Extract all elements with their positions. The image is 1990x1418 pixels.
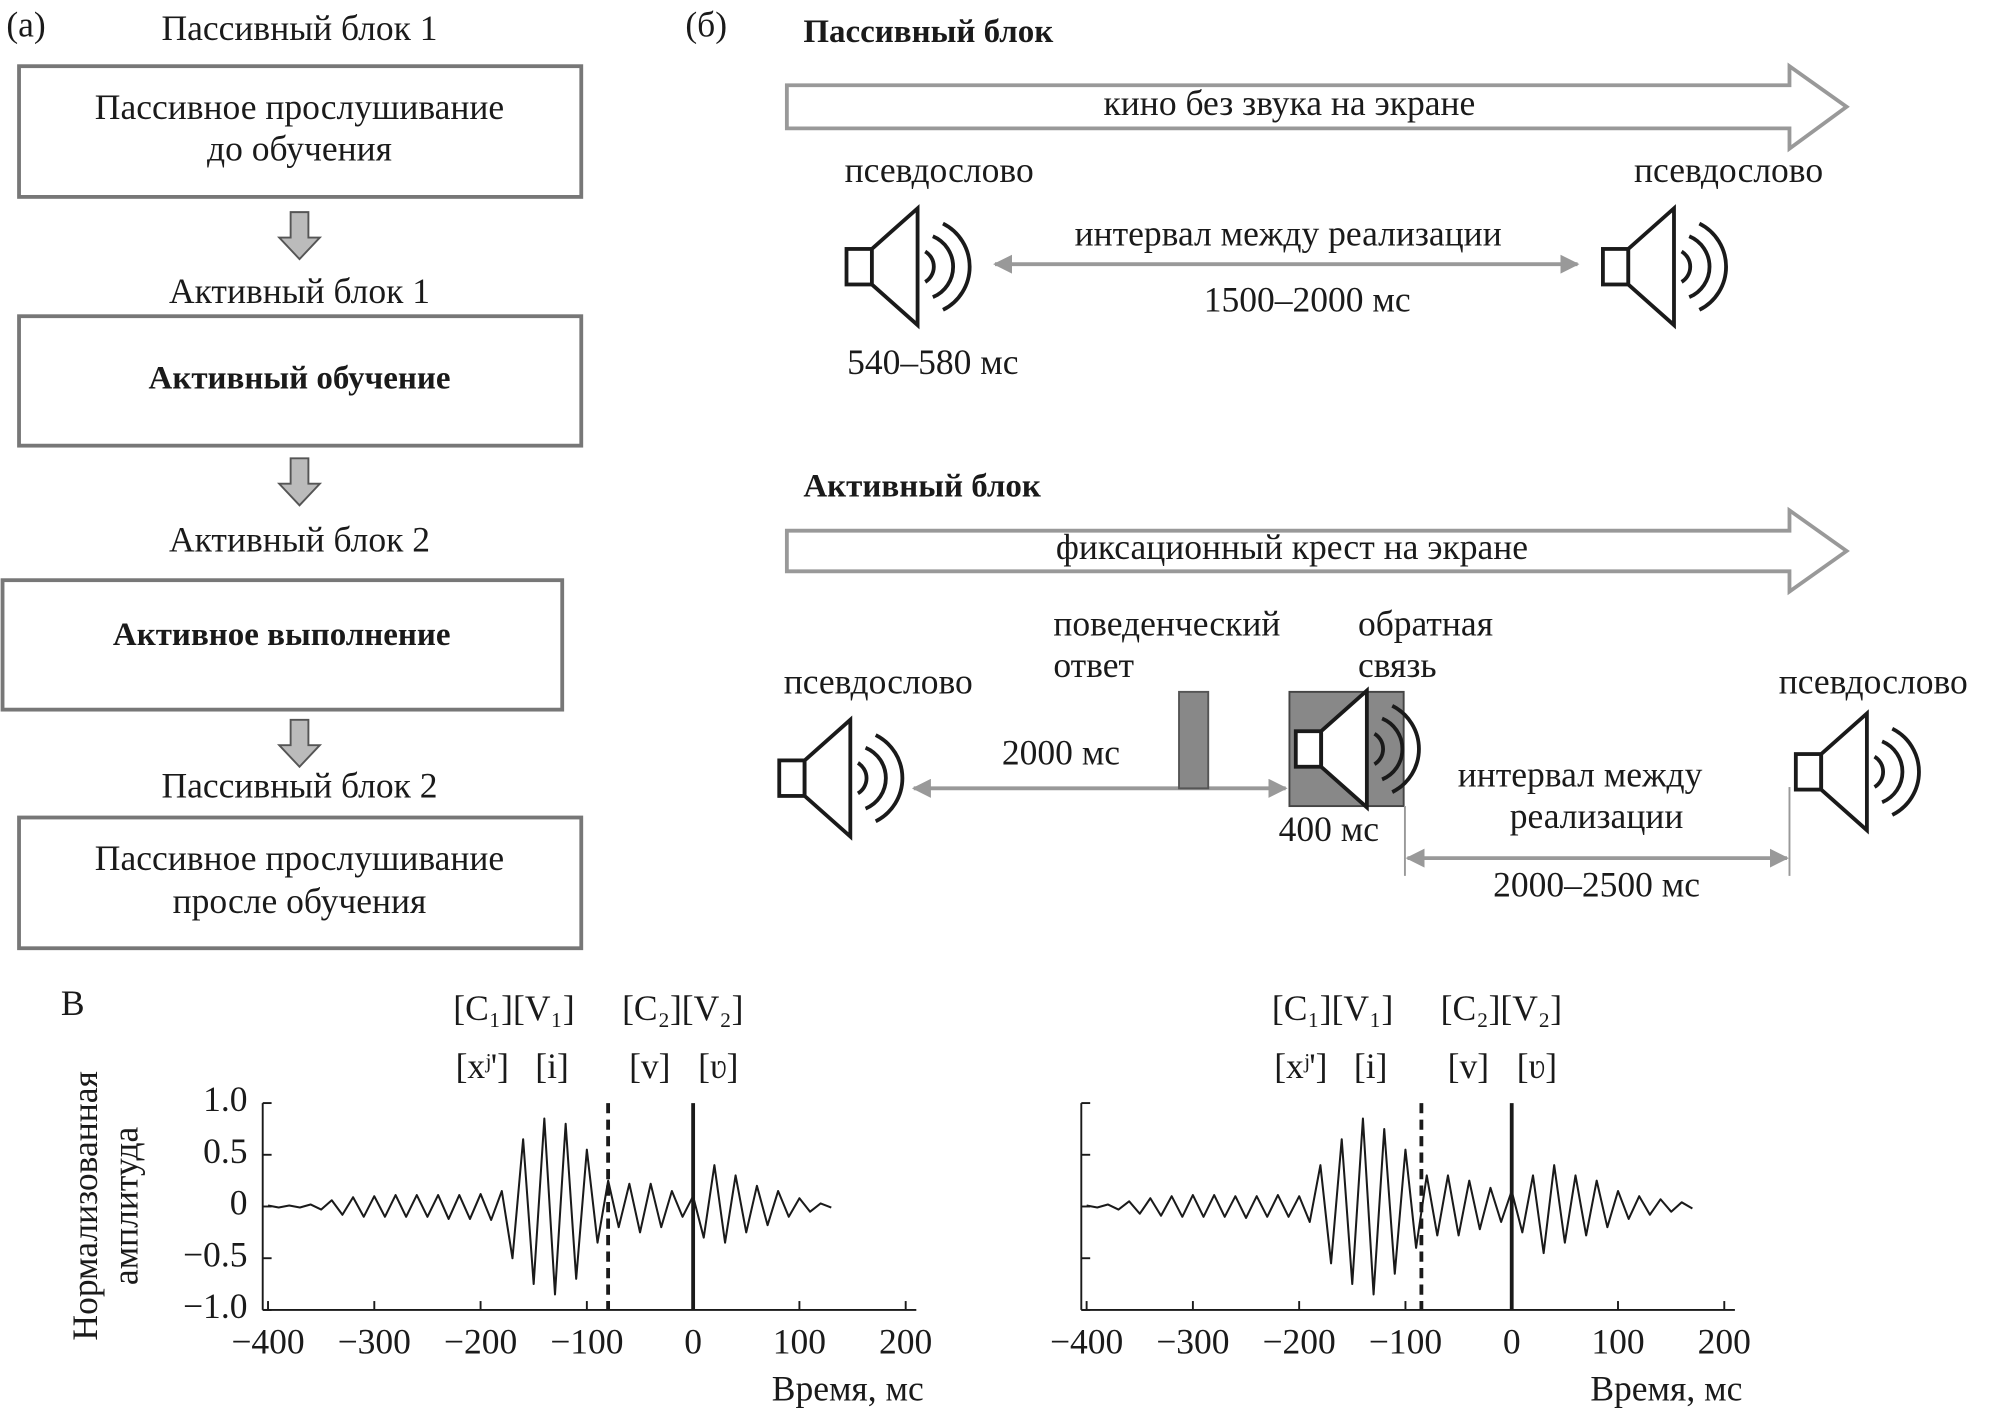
panel-label: (а) bbox=[6, 4, 45, 44]
y-tick-label: −1.0 bbox=[183, 1286, 247, 1326]
speaker-icon bbox=[1793, 711, 1921, 833]
interval-duration: 2000–2500 мс bbox=[1493, 865, 1700, 905]
speaker-icon bbox=[1601, 206, 1728, 327]
panel-label: (б) bbox=[685, 4, 727, 44]
step-box bbox=[17, 815, 584, 951]
x-tick-label: 0 bbox=[684, 1322, 702, 1362]
screen-arrow bbox=[784, 506, 1850, 596]
speaker-icon bbox=[844, 206, 972, 327]
step-box bbox=[17, 314, 584, 448]
speaker-icon bbox=[777, 717, 905, 839]
step-text: Активный обучение bbox=[149, 361, 451, 397]
x-tick-label: 100 bbox=[1591, 1322, 1644, 1362]
step-box bbox=[0, 578, 565, 712]
panel-label: В bbox=[61, 983, 85, 1023]
step-title: Активный блок 2 bbox=[169, 520, 430, 560]
response-bar bbox=[1178, 690, 1210, 790]
phoneme-label: [ʋ] bbox=[1517, 1046, 1557, 1086]
x-tick-label: −200 bbox=[1263, 1322, 1336, 1362]
phoneme-label: [C₂][V₂] bbox=[1441, 988, 1562, 1028]
down-arrow bbox=[277, 211, 323, 261]
x-axis-label: Время, мс bbox=[772, 1369, 924, 1409]
screen-text: кино без звука на экране bbox=[1104, 83, 1476, 123]
step-box bbox=[17, 64, 584, 199]
step-title: Пассивный блок 2 bbox=[161, 766, 437, 806]
x-tick-label: −300 bbox=[1156, 1322, 1229, 1362]
stimulus-label: псевдослово bbox=[784, 662, 973, 702]
x-tick-label: −100 bbox=[1369, 1322, 1442, 1362]
phoneme-label: [C₁][V₁] bbox=[453, 988, 574, 1028]
y-tick-label: 1.0 bbox=[203, 1079, 247, 1119]
y-tick-label: 0 bbox=[230, 1183, 248, 1223]
step-text: Активное выполнение bbox=[113, 617, 451, 653]
feedback-duration: 400 мс bbox=[1279, 809, 1379, 849]
y-axis-label: Нормализованная bbox=[65, 1071, 105, 1340]
feedback-label: связь bbox=[1358, 645, 1437, 685]
phoneme-label: [i] bbox=[535, 1046, 569, 1086]
stimulus-label: псевдослово bbox=[1779, 662, 1968, 702]
down-arrow bbox=[277, 718, 323, 769]
response-label: поведенческий bbox=[1053, 603, 1280, 643]
phoneme-label: [C₁][V₁] bbox=[1272, 988, 1393, 1028]
x-tick-label: −400 bbox=[231, 1322, 304, 1362]
delay-label: 2000 мс bbox=[1002, 733, 1120, 773]
interval-label: интервал между bbox=[1458, 754, 1703, 794]
x-tick-label: −200 bbox=[444, 1322, 517, 1362]
screen-text: фиксационный крест на экране bbox=[1056, 527, 1528, 567]
interval-label: реализации bbox=[1510, 796, 1684, 836]
step-title: Пассивный блок 1 bbox=[161, 8, 437, 48]
x-axis-label: Время, мс bbox=[1590, 1369, 1742, 1409]
x-tick-label: 0 bbox=[1503, 1322, 1521, 1362]
block-title: Пассивный блок bbox=[803, 14, 1053, 50]
phoneme-label: [xʲ'] bbox=[1274, 1046, 1327, 1086]
phoneme-label: [v] bbox=[629, 1046, 670, 1086]
phoneme-label: [ʋ] bbox=[698, 1046, 738, 1086]
stimulus-label: псевдослово bbox=[845, 150, 1034, 190]
phoneme-label: [i] bbox=[1354, 1046, 1388, 1086]
x-tick-label: −100 bbox=[550, 1322, 623, 1362]
charts: 1.00.50−0.5−1.0−400 −300 −200 −100 0 100 200Вр… bbox=[65, 988, 1751, 1409]
step-title: Активный блок 1 bbox=[169, 271, 430, 311]
feedback-label: обратная bbox=[1358, 603, 1493, 643]
x-tick-label: 100 bbox=[773, 1322, 826, 1362]
response-label: ответ bbox=[1053, 645, 1134, 685]
step-text: просле обучения bbox=[173, 881, 427, 921]
waveform bbox=[267, 1117, 832, 1296]
down-arrow bbox=[277, 457, 323, 507]
stimulus-label: псевдослово bbox=[1634, 150, 1823, 190]
interval-duration: 1500–2000 мс bbox=[1204, 280, 1411, 320]
step-text: до обучения bbox=[207, 129, 392, 169]
x-tick-label: −400 bbox=[1050, 1322, 1123, 1362]
step-text: Пассивное прослушивание bbox=[95, 838, 504, 878]
step-text: Пассивное прослушивание bbox=[95, 87, 504, 127]
stimulus-duration: 540–580 мс bbox=[847, 342, 1018, 382]
interval-label: интервал между реализации bbox=[1075, 214, 1502, 254]
y-tick-label: 0.5 bbox=[203, 1131, 247, 1171]
x-tick-label: 200 bbox=[879, 1322, 932, 1362]
phoneme-label: [C₂][V₂] bbox=[622, 988, 743, 1028]
phoneme-label: [v] bbox=[1448, 1046, 1489, 1086]
x-tick-label: 200 bbox=[1698, 1322, 1751, 1362]
block-title: Активный блок bbox=[803, 468, 1041, 504]
screen-arrow bbox=[784, 62, 1850, 153]
y-tick-label: −0.5 bbox=[183, 1234, 247, 1274]
y-axis-label: амплитуда bbox=[106, 1126, 146, 1285]
x-tick-label: −300 bbox=[338, 1322, 411, 1362]
phoneme-label: [xʲ'] bbox=[456, 1046, 509, 1086]
waveform bbox=[1086, 1117, 1693, 1296]
